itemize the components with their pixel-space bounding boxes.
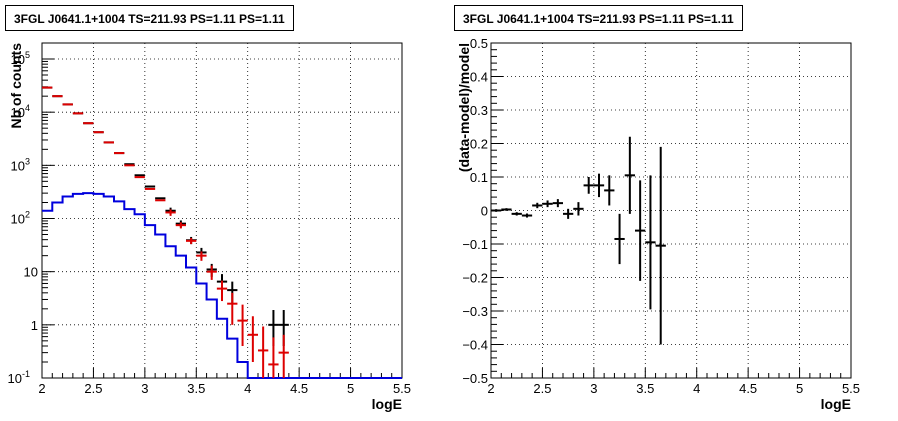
x-tick-label: 3.5 — [636, 381, 654, 396]
x-tick-label: 2 — [487, 381, 494, 396]
data-point — [491, 209, 502, 212]
y-tick-label: 10-1 — [8, 369, 30, 386]
y-tick-label: 1 — [31, 318, 38, 333]
x-tick-label: 4 — [693, 381, 700, 396]
data-point — [521, 213, 533, 218]
y-tick-label: 102 — [11, 210, 30, 227]
x-tick-label: 4.5 — [290, 381, 308, 396]
counts-panel: 2 2.5 3 3.5 4 4.5 5 5.5 logE 10-1 1 10 102 103 104 105 N… — [5, 5, 411, 412]
data-point — [532, 202, 543, 209]
x-tick-label: 2.5 — [533, 381, 551, 396]
data-point-red — [165, 209, 176, 216]
x-tick-label: 5.5 — [393, 381, 411, 396]
y-tick-label: −0.2 — [462, 271, 488, 286]
x-tick-label: 2.5 — [84, 381, 102, 396]
data-point — [563, 208, 574, 219]
data-point-red — [175, 222, 186, 229]
data-point — [542, 200, 553, 208]
x-axis-label: logE — [821, 396, 851, 412]
x-tick-label: 4.5 — [739, 381, 757, 396]
data-point — [624, 136, 635, 214]
data-point — [604, 175, 615, 206]
y-tick-label: −0.5 — [462, 371, 488, 386]
model-step-line — [42, 192, 402, 379]
y-axis-label: Nb of counts — [8, 43, 24, 129]
plot-frame — [41, 42, 403, 379]
y-tick-label: 0.4 — [470, 70, 488, 85]
residuals-title: 3FGL J0641.1+1004 TS=211.93 PS=1.11 PS=1… — [454, 5, 743, 31]
x-tick-label: 4 — [244, 381, 251, 396]
x-tick-label: 5 — [347, 381, 354, 396]
y-tick-label: −0.3 — [462, 304, 488, 319]
y-tick-label: −0.1 — [462, 237, 488, 252]
data-point — [593, 173, 605, 198]
y-tick-label: −0.4 — [462, 338, 488, 353]
data-point — [501, 208, 512, 211]
residuals-panel: 2 2.5 3 3.5 4 4.5 5 5.5 logE −0.5 −0.4 −0.3 −0.2 −0.1… — [449, 0, 898, 421]
data-point-red — [216, 280, 228, 302]
data-point — [645, 175, 656, 310]
y-tick-label: 103 — [11, 156, 30, 173]
y-tick-label: 0.1 — [470, 170, 488, 185]
y-tick-label: 104 — [11, 103, 30, 120]
x-tick-label: 3.5 — [187, 381, 205, 396]
counts-title: 3FGL J0641.1+1004 TS=211.93 PS=1.11 PS=1… — [5, 5, 294, 31]
y-tick-label: 0.2 — [470, 137, 488, 152]
y-tick-label: 105 — [11, 50, 30, 67]
data-point-red — [278, 334, 289, 378]
y-axis-label: (data-model)/model — [456, 43, 472, 172]
data-point — [635, 180, 646, 281]
data-point-red — [196, 251, 207, 261]
data-point-red — [268, 337, 279, 378]
x-tick-label: 2 — [38, 381, 45, 396]
data-point-red — [247, 316, 258, 362]
y-tick-label: 0.5 — [470, 36, 488, 51]
y-tick-label: 10 — [24, 265, 38, 280]
x-axis-label: logE — [372, 396, 402, 412]
data-point — [614, 213, 625, 265]
x-tick-label: 3 — [141, 381, 148, 396]
data-point-red — [227, 292, 238, 325]
x-tick-label: 5.5 — [842, 381, 860, 396]
x-tick-label: 5 — [796, 381, 803, 396]
data-point — [552, 199, 563, 208]
data-point-red — [206, 265, 217, 280]
data-point — [583, 177, 594, 194]
data-point-red — [237, 304, 248, 346]
data-point-red — [186, 237, 197, 245]
y-tick-label: 0 — [481, 204, 488, 219]
data-point — [511, 212, 522, 216]
y-tick-label: 0.3 — [470, 103, 488, 118]
data-point — [655, 146, 666, 345]
data-point-red — [258, 326, 269, 378]
data-point — [573, 202, 584, 216]
x-tick-label: 3 — [590, 381, 597, 396]
